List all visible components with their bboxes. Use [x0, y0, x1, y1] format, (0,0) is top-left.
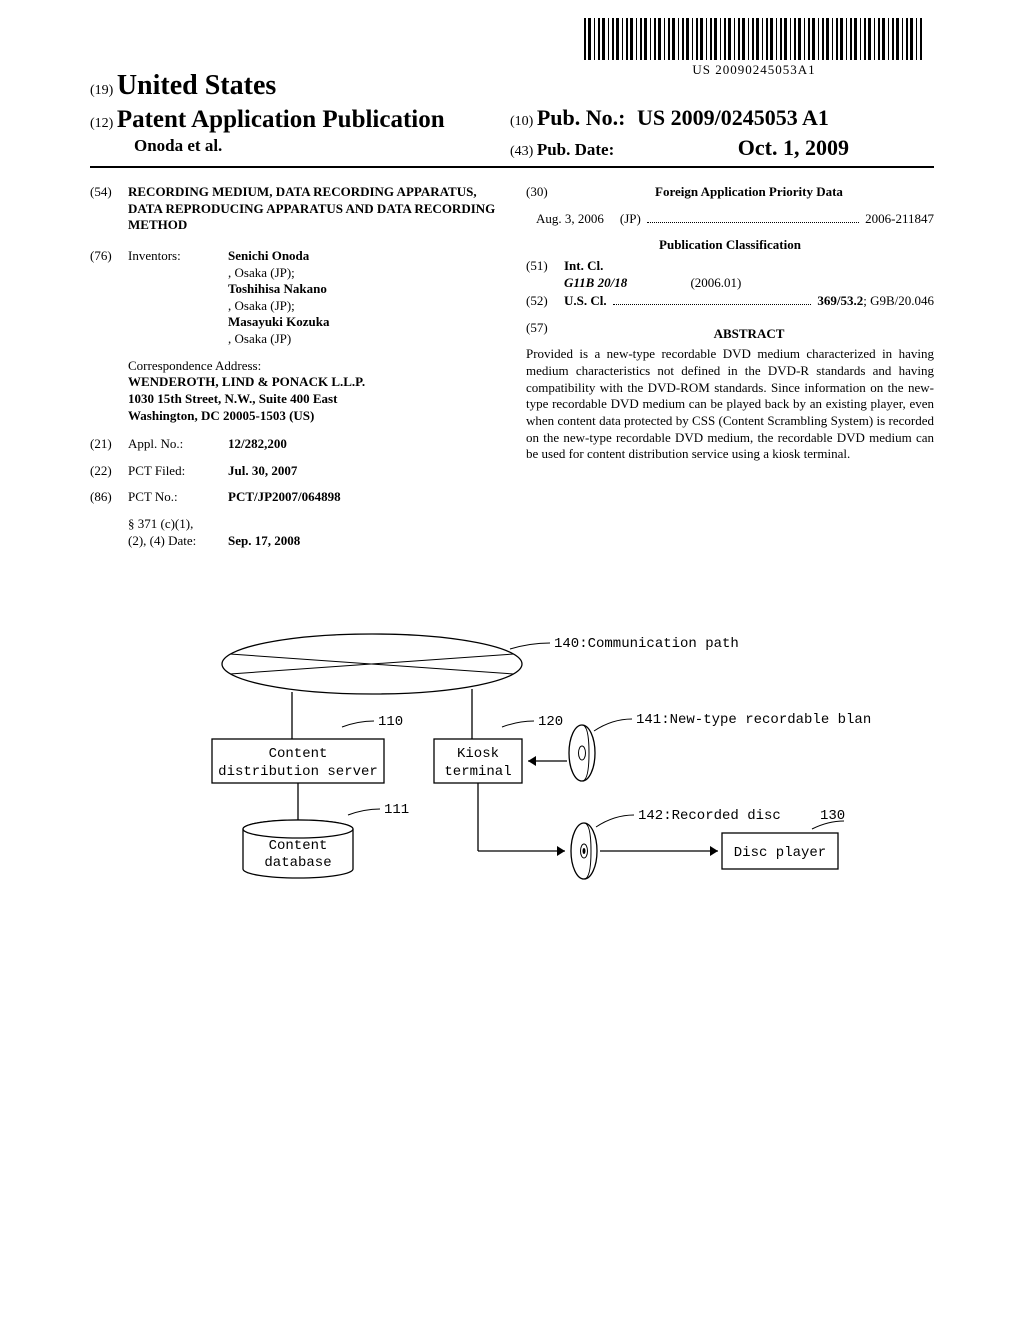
- code-22: (22): [90, 463, 128, 480]
- inventor-1-loc: , Osaka (JP);: [228, 298, 498, 315]
- label-120num: 120: [538, 714, 563, 730]
- label-142: 142:Recorded disc: [638, 808, 781, 824]
- pubdate: Oct. 1, 2009: [738, 135, 849, 160]
- pctno-label: PCT No.:: [128, 489, 228, 506]
- box-110-l1: Content: [269, 746, 328, 762]
- box-120-l1: Kiosk: [457, 746, 499, 762]
- inventors-label: Inventors:: [128, 248, 228, 348]
- s371-label: § 371 (c)(1), (2), (4) Date:: [128, 516, 228, 549]
- uscl-main: 369/53.2: [817, 293, 863, 310]
- system-diagram: 140:Communication path 110 Content distr…: [90, 619, 934, 939]
- label-111num: 111: [384, 802, 409, 818]
- pubno: US 2009/0245053 A1: [637, 105, 829, 130]
- abstract-label: ABSTRACT: [564, 326, 934, 343]
- code-51: (51): [526, 258, 564, 291]
- box-111-l2: database: [264, 855, 331, 871]
- invention-title: RECORDING MEDIUM, DATA RECORDING APPARAT…: [128, 184, 498, 234]
- code-57: (57): [526, 320, 564, 347]
- inventor-0-loc: , Osaka (JP);: [228, 265, 498, 282]
- code-21: (21): [90, 436, 128, 453]
- code-86: (86): [90, 489, 128, 506]
- uscl-label: U.S. Cl.: [564, 293, 607, 310]
- intcl-code: G11B 20/18: [564, 275, 627, 290]
- inventors-list: Senichi Onoda , Osaka (JP); Toshihisa Nak…: [228, 248, 498, 348]
- foreign-label: Foreign Application Priority Data: [564, 184, 934, 201]
- corr-line-0: WENDEROTH, LIND & PONACK L.L.P.: [128, 374, 498, 391]
- code-76: (76): [90, 248, 128, 348]
- right-column: (30) Foreign Application Priority Data A…: [526, 184, 934, 559]
- inventor-2-loc: , Osaka (JP): [228, 331, 498, 348]
- pubdate-label: Pub. Date:: [537, 140, 614, 159]
- pubno-label: Pub. No.:: [537, 105, 626, 130]
- barcode-block: US 20090245053A1: [584, 18, 924, 78]
- inventor-0-name: Senichi Onoda: [228, 248, 309, 263]
- label-140: 140:Communication path: [554, 636, 739, 652]
- code-30: (30): [526, 184, 564, 201]
- box-110-l2: distribution server: [218, 764, 378, 780]
- intcl-label: Int. Cl.: [564, 258, 603, 273]
- foreign-cc: (JP): [620, 211, 641, 228]
- pctno: PCT/JP2007/064898: [228, 489, 498, 506]
- corr-label: Correspondence Address:: [128, 358, 498, 375]
- box-130: Disc player: [734, 845, 826, 861]
- uscl-sub: ; G9B/20.046: [863, 293, 934, 310]
- corr-line-1: 1030 15th Street, N.W., Suite 400 East: [128, 391, 498, 408]
- label-110num: 110: [378, 714, 403, 730]
- dots-icon: [613, 304, 812, 305]
- code-10: (10): [510, 114, 533, 129]
- correspondence: Correspondence Address: WENDEROTH, LIND …: [128, 358, 498, 425]
- code-54: (54): [90, 184, 128, 234]
- header-right: (10) Pub. No.: US 2009/0245053 A1 (43) P…: [510, 105, 849, 161]
- code-19: (19): [90, 83, 113, 98]
- code-12: (12): [90, 116, 113, 131]
- pctfiled: Jul. 30, 2007: [228, 463, 498, 480]
- disc-141-icon: [569, 725, 595, 781]
- label-141: 141:New-type recordable blank disc: [636, 712, 872, 728]
- foreign-date: Aug. 3, 2006: [536, 211, 604, 228]
- barcode-icon: [584, 18, 924, 60]
- country: United States: [117, 70, 276, 101]
- abstract-text: Provided is a new-type recordable DVD me…: [526, 346, 934, 462]
- doc-type: Patent Application Publication: [117, 106, 445, 133]
- pubclass-label: Publication Classification: [526, 237, 934, 254]
- label-130num: 130: [820, 808, 845, 824]
- disc-142-icon: [571, 823, 597, 879]
- box-120-l2: terminal: [444, 764, 511, 780]
- code-43: (43): [510, 144, 533, 159]
- box-111-l1: Content: [269, 838, 328, 854]
- s371-date: Sep. 17, 2008: [228, 533, 498, 550]
- inventor-2-name: Masayuki Kozuka: [228, 314, 330, 329]
- foreign-no: 2006-211847: [865, 211, 934, 228]
- corr-line-2: Washington, DC 20005-1503 (US): [128, 408, 498, 425]
- dots-icon: [647, 222, 859, 223]
- code-52: (52): [526, 293, 564, 310]
- header-divider: [90, 166, 934, 168]
- left-column: (54) RECORDING MEDIUM, DATA RECORDING AP…: [90, 184, 498, 559]
- intcl-ver: (2006.01): [690, 275, 741, 290]
- barcode-text: US 20090245053A1: [584, 62, 924, 78]
- pctfiled-label: PCT Filed:: [128, 463, 228, 480]
- applno: 12/282,200: [228, 436, 498, 453]
- applno-label: Appl. No.:: [128, 436, 228, 453]
- inventor-1-name: Toshihisa Nakano: [228, 281, 327, 296]
